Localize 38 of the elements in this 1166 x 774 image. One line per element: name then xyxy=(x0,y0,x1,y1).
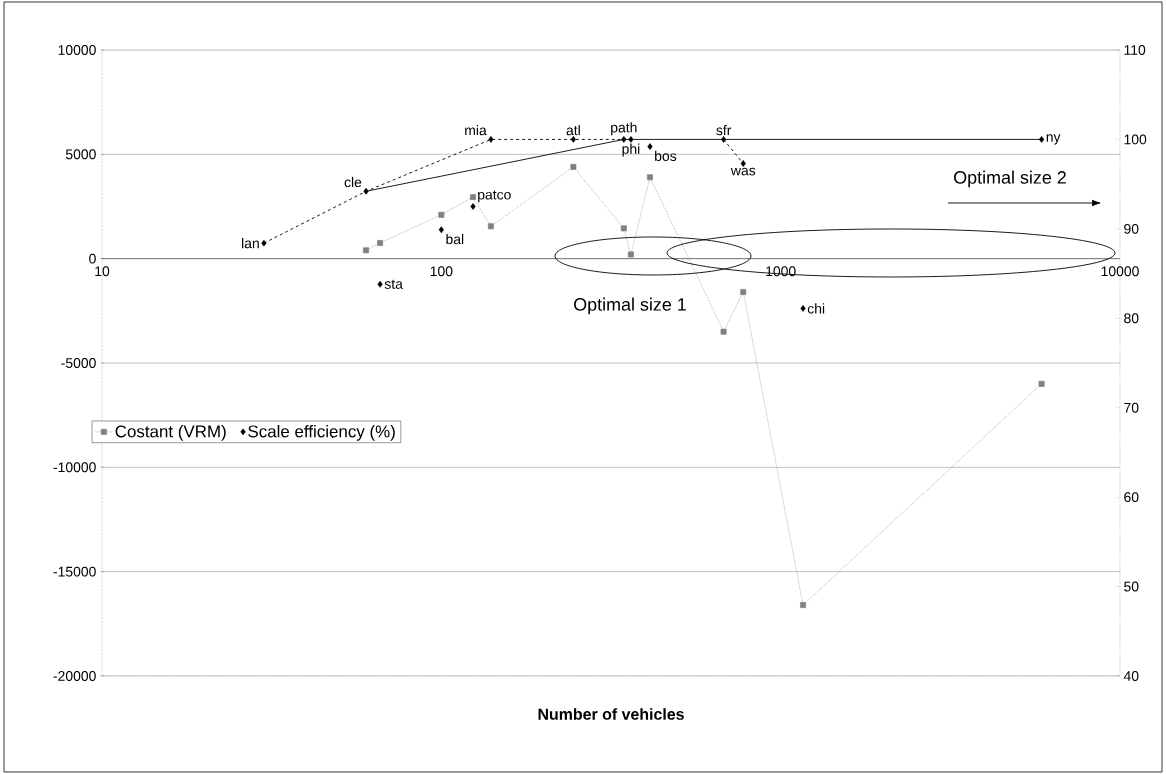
data-label: atl xyxy=(566,124,580,136)
data-label: bos xyxy=(655,150,677,161)
y2-tick-label: 60 xyxy=(1124,492,1139,503)
y-tick-label: 5000 xyxy=(65,149,96,160)
x-axis-title: Number of vehicles xyxy=(538,708,684,720)
x-tick-label: 1000 xyxy=(766,266,796,277)
y-tick-label: -15000 xyxy=(53,566,96,577)
annotation: Optimal size 2 xyxy=(954,170,1066,188)
y-tick-label: -10000 xyxy=(53,462,96,473)
data-label: sta xyxy=(384,279,403,289)
y-tick-label: -5000 xyxy=(61,358,96,368)
data-label: ny xyxy=(1046,134,1061,145)
y2-tick-label: 70 xyxy=(1124,402,1139,413)
data-label: mia xyxy=(465,124,487,136)
data-label: lan xyxy=(242,238,259,249)
y2-tick-label: 110 xyxy=(1124,45,1146,55)
annotation: Optimal size 1 xyxy=(574,297,686,315)
legend-label: Costant (VRM) xyxy=(115,424,226,441)
y2-tick-label: 80 xyxy=(1124,313,1139,324)
y2-tick-label: 40 xyxy=(1123,671,1139,681)
y2-tick-label: 100 xyxy=(1124,134,1147,145)
y2-tick-label: 50 xyxy=(1124,581,1139,592)
data-label: sfr xyxy=(716,125,732,136)
data-label: bal xyxy=(446,233,464,245)
data-label: chi xyxy=(807,303,825,314)
x-tick-label: 10000 xyxy=(1101,266,1139,277)
x-tick-label: 100 xyxy=(430,266,453,277)
data-label: path xyxy=(611,122,637,136)
data-label: was xyxy=(730,167,756,176)
data-label: patco xyxy=(478,190,511,203)
y-tick-label: -20000 xyxy=(53,671,96,681)
legend-label: Scale efficiency (%) xyxy=(248,424,395,441)
data-label: cle xyxy=(344,176,362,188)
y-tick-label: 10000 xyxy=(58,45,96,55)
x-tick-label: 10 xyxy=(95,266,110,277)
y2-tick-label: 90 xyxy=(1124,223,1139,234)
y-tick-label: 0 xyxy=(89,253,96,264)
data-label: phi xyxy=(622,143,640,157)
